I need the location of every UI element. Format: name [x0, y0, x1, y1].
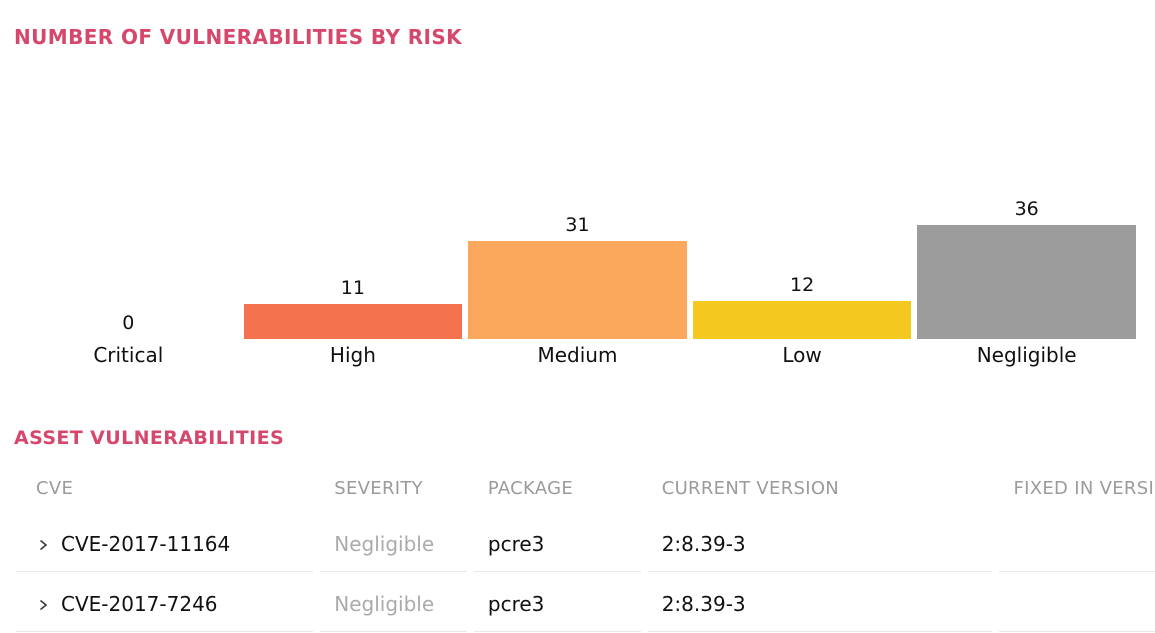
- asset-vulnerabilities-table: CVE SEVERITY PACKAGE CURRENT VERSION FIXED I…: [9, 450, 1155, 632]
- cve-cell: CVE-2017-11164: [16, 512, 314, 572]
- current-version-cell: 2:8.39-3: [647, 572, 993, 632]
- bar-category-label: High: [329, 343, 376, 367]
- column-header-current-version: CURRENT VERSION: [661, 478, 840, 499]
- bar-high: [243, 304, 463, 339]
- chart-column-critical: 0 Critical: [16, 312, 241, 367]
- bar-value-label: 0: [122, 312, 135, 334]
- column-header-fixed-in-version: FIXED IN VERSION: [1013, 478, 1155, 499]
- chevron-right-icon[interactable]: [36, 538, 50, 552]
- chart-column-low: 12 Low: [690, 274, 915, 367]
- bar-category-label: Medium: [537, 343, 618, 367]
- table-row[interactable]: CVE-2017-11164 Negligible pcre3 2:8.39-3: [16, 512, 1155, 572]
- bar-value-label: 12: [789, 274, 815, 296]
- bar-negligible: [917, 225, 1136, 339]
- bar-category-label: Low: [782, 343, 822, 367]
- column-header-package: PACKAGE: [487, 478, 574, 499]
- cve-id: CVE-2017-7246: [61, 592, 218, 616]
- bar-value-label: 11: [340, 277, 365, 299]
- bar-value-label: 36: [1014, 198, 1039, 220]
- bar-category-label: Negligible: [976, 343, 1077, 367]
- bar-value-label: 31: [565, 214, 590, 236]
- vulnerabilities-by-risk-section: NUMBER OF VULNERABILITIES BY RISK 0 Criti…: [0, 26, 1155, 367]
- chevron-right-icon[interactable]: [36, 598, 50, 612]
- column-header-cve: CVE: [36, 478, 74, 499]
- cve-cell: CVE-2017-7246: [16, 572, 314, 632]
- table-header-row: CVE SEVERITY PACKAGE CURRENT VERSION FIXED I…: [16, 450, 1155, 512]
- table-section-title: ASSET VULNERABILITIES: [14, 427, 285, 449]
- vulnerabilities-bar-chart: 0 Critical 11 High 31 Medium 12 Low 36 Negligible: [16, 49, 1139, 367]
- cve-id: CVE-2017-11164: [61, 532, 231, 556]
- package-cell: pcre3: [473, 512, 641, 572]
- severity-cell: Negligible: [320, 572, 467, 632]
- bar-category-label: Critical: [93, 343, 164, 367]
- dashboard-page: NUMBER OF VULNERABILITIES BY RISK 0 Criti…: [0, 26, 1155, 632]
- bar-medium: [468, 241, 687, 339]
- column-header-severity: SEVERITY: [334, 478, 423, 499]
- table-header: CVE SEVERITY PACKAGE CURRENT VERSION FIXED I…: [16, 450, 1155, 512]
- chart-column-high: 11 High: [241, 277, 466, 367]
- chart-section-title: NUMBER OF VULNERABILITIES BY RISK: [14, 25, 463, 49]
- table-row[interactable]: CVE-2017-7246 Negligible pcre3 2:8.39-3: [16, 572, 1155, 632]
- bar-low: [692, 301, 912, 339]
- fixed-in-version-cell: [999, 512, 1155, 572]
- current-version-cell: 2:8.39-3: [647, 512, 993, 572]
- chart-column-negligible: 36 Negligible: [914, 198, 1139, 367]
- asset-vulnerabilities-section: ASSET VULNERABILITIES CVE SEVERITY PACKAGE…: [0, 427, 1155, 632]
- chart-column-medium: 31 Medium: [465, 214, 690, 367]
- package-cell: pcre3: [473, 572, 641, 632]
- fixed-in-version-cell: [999, 572, 1155, 632]
- severity-cell: Negligible: [320, 512, 467, 572]
